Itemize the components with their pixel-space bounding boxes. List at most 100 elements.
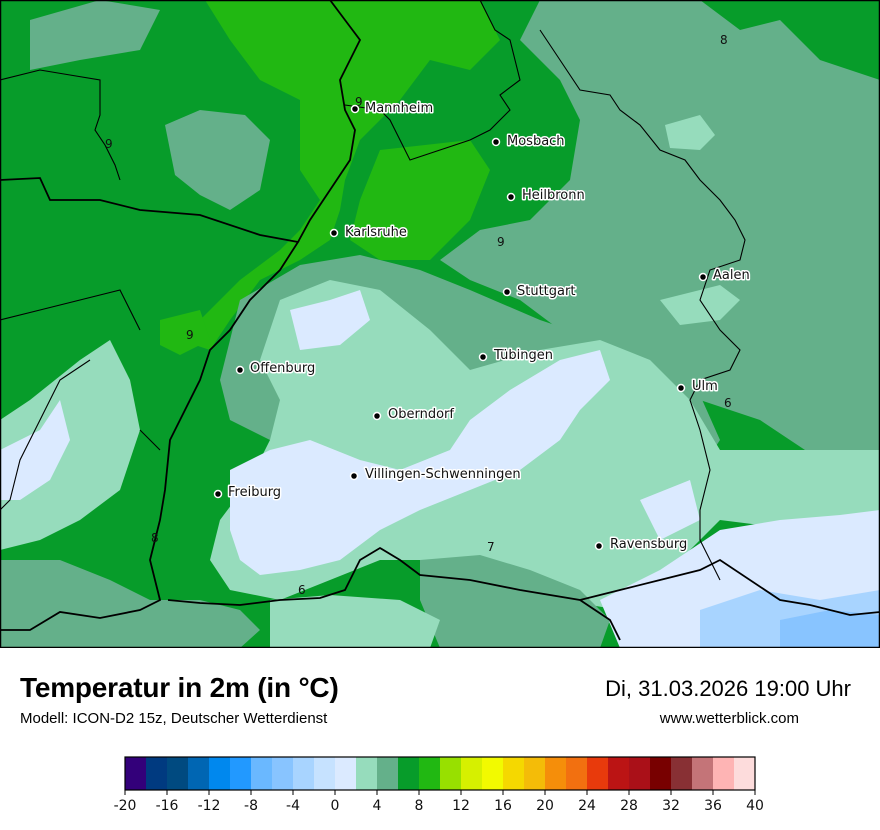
- city-label: Ravensburg: [610, 537, 687, 552]
- city-label: Offenburg: [250, 361, 315, 376]
- contour-label: 6: [298, 583, 306, 597]
- colorbar-swatch: [335, 757, 357, 790]
- cold-region-ravensburg: [640, 480, 700, 540]
- colorbar-tick-label: -8: [244, 798, 258, 814]
- colorbar-tick-label: 20: [536, 798, 554, 814]
- city-label: Ulm: [692, 379, 718, 394]
- city-dot-icon: [478, 352, 488, 362]
- cool-region-south: [0, 560, 260, 648]
- city-dot-icon: [350, 104, 360, 114]
- city-dot-icon: [349, 471, 359, 481]
- colorbar-swatch: [440, 757, 462, 790]
- colorbar-tick-label: 16: [494, 798, 512, 814]
- colorbar-swatch: [356, 757, 378, 790]
- city-aalen[interactable]: Aalen: [698, 267, 751, 285]
- colorbar-swatch: [692, 757, 714, 790]
- city-dot-icon: [698, 272, 708, 282]
- city-ravensburg[interactable]: Ravensburg: [594, 536, 689, 554]
- city-dot-icon: [329, 228, 339, 238]
- colorbar-swatch: [398, 757, 420, 790]
- mild-region-south: [270, 595, 440, 648]
- forecast-datetime: Di, 31.03.2026 19:00 Uhr: [605, 676, 851, 701]
- city-villingen-schwenningen[interactable]: Villingen-Schwenningen: [349, 466, 522, 484]
- city-mannheim[interactable]: Mannheim: [350, 100, 435, 118]
- temperature-colorbar: -20 -16 -12 -8 -4 0 4 8 12 16 20 24 28 32 36 40: [114, 756, 764, 814]
- city-tuebingen[interactable]: Tübingen: [478, 347, 555, 365]
- state-borders: [0, 0, 746, 581]
- mild-region-ne: [665, 115, 715, 150]
- colorbar-swatch: [251, 757, 273, 790]
- contour-label: 6: [724, 396, 732, 410]
- colorbar-swatch: [482, 757, 504, 790]
- cold-region-north-bf: [290, 290, 370, 350]
- city-label: Aalen: [713, 268, 750, 283]
- colorbar-tick-label: 32: [662, 798, 680, 814]
- city-oberndorf[interactable]: Oberndorf: [372, 406, 456, 424]
- city-label: Heilbronn: [522, 188, 585, 203]
- cold-region-vosges: [0, 400, 70, 500]
- colorbar-swatch: [272, 757, 294, 790]
- city-dot-icon: [502, 287, 512, 297]
- city-ulm[interactable]: Ulm: [676, 378, 719, 396]
- warm-spot-1: [160, 310, 210, 355]
- colorbar-swatch: [314, 757, 336, 790]
- contour-label: 7: [487, 540, 495, 554]
- colorbar-swatch: [377, 757, 399, 790]
- city-karlsruhe[interactable]: Karlsruhe: [329, 224, 408, 242]
- model-subtitle: Modell: ICON-D2 15z, Deutscher Wetterdie…: [20, 710, 328, 727]
- colorbar-tick-label: -12: [198, 798, 221, 814]
- city-dot-icon: [676, 383, 686, 393]
- cool-region-lake: [420, 555, 610, 648]
- cold-region-blackforest: [230, 350, 610, 575]
- city-label: Tübingen: [493, 348, 553, 363]
- coldest-region-alps: [780, 610, 880, 648]
- colorbar-swatch: [629, 757, 651, 790]
- city-dot-icon: [594, 541, 604, 551]
- colorbar-frame: [124, 756, 756, 791]
- city-label: Mosbach: [507, 134, 565, 149]
- contour-label: 9: [186, 328, 194, 342]
- colorbar-swatch: [734, 757, 756, 790]
- city-label: Stuttgart: [517, 284, 575, 299]
- city-label: Oberndorf: [388, 407, 454, 422]
- city-stuttgart[interactable]: Stuttgart: [502, 283, 577, 301]
- country-borders: [0, 0, 880, 641]
- colorbar-swatch: [650, 757, 672, 790]
- city-dot-icon: [506, 192, 516, 202]
- colorbar-swatch: [503, 757, 525, 790]
- colorbar-swatch: [671, 757, 693, 790]
- city-dot-icon: [372, 411, 382, 421]
- city-dot-icon: [491, 137, 501, 147]
- colorbar-swatch: [188, 757, 210, 790]
- city-heilbronn[interactable]: Heilbronn: [506, 187, 586, 205]
- colorbar-swatches: [125, 757, 756, 790]
- contour-label: 9: [497, 235, 505, 249]
- city-label: Karlsruhe: [345, 225, 407, 240]
- colorbar-tick-label: 28: [620, 798, 638, 814]
- mild-region-west: [0, 340, 140, 550]
- contour-label: 9: [105, 137, 113, 151]
- colorbar-swatch: [230, 757, 252, 790]
- colorbar-swatch: [146, 757, 168, 790]
- colorbar-swatch: [587, 757, 609, 790]
- temperature-map: 8 9 9 9 9 6 8 7 6 Mannheim Mosbach Heilb…: [0, 0, 880, 648]
- city-label: Freiburg: [228, 485, 281, 500]
- website-link[interactable]: www.wetterblick.com: [659, 710, 799, 727]
- city-dot-icon: [235, 365, 245, 375]
- city-mosbach[interactable]: Mosbach: [491, 133, 566, 151]
- cool-region-east: [440, 0, 880, 460]
- contour-label: 8: [151, 531, 159, 545]
- city-freiburg[interactable]: Freiburg: [213, 484, 283, 502]
- city-offenburg[interactable]: Offenburg: [235, 360, 317, 378]
- colorbar-tick-label: -16: [156, 798, 179, 814]
- mild-region-aalen: [660, 285, 740, 325]
- warm-region-east: [350, 140, 490, 260]
- colorbar-swatch: [524, 757, 546, 790]
- city-dot-icon: [213, 489, 223, 499]
- colorbar-tick-label: 24: [578, 798, 596, 814]
- colorbar-swatch: [566, 757, 588, 790]
- colorbar-swatch: [713, 757, 735, 790]
- colorbar-swatch: [608, 757, 630, 790]
- colorbar-tick-label: 40: [746, 798, 764, 814]
- colorbar-swatch: [545, 757, 567, 790]
